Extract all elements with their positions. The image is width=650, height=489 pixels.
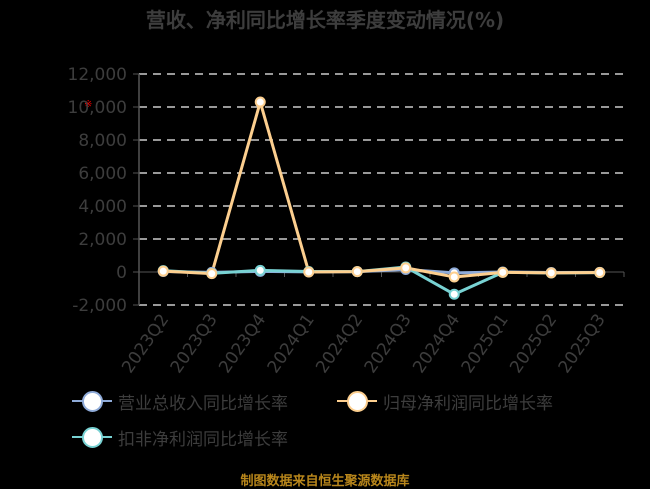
x-tick-label: 2024Q4 bbox=[409, 310, 464, 377]
data-point[interactable] bbox=[254, 264, 266, 276]
legend-circle-icon bbox=[347, 391, 368, 412]
legend-circle-icon bbox=[82, 391, 103, 412]
data-point[interactable] bbox=[303, 266, 315, 278]
y-tick-label: 2,000 bbox=[78, 230, 127, 250]
watermark-glyph: ※ bbox=[84, 99, 93, 110]
legend-marker-icon bbox=[337, 388, 377, 414]
x-tick-label: 2025Q2 bbox=[506, 310, 561, 377]
x-tick-label: 2025Q1 bbox=[458, 310, 513, 377]
data-point[interactable] bbox=[448, 288, 460, 300]
data-point[interactable] bbox=[351, 266, 363, 278]
legend-label: 营业总收入同比增长率 bbox=[118, 393, 288, 414]
x-tick-label: 2023Q4 bbox=[215, 310, 270, 377]
y-tick-label: 10,000 bbox=[68, 98, 127, 118]
x-tick-label: 2024Q2 bbox=[312, 310, 367, 377]
legend-marker-icon bbox=[72, 424, 112, 450]
legend-item-deducted-net-profit[interactable]: 扣非净利润同比增长率 bbox=[72, 424, 288, 450]
legend-item-net-profit[interactable]: 归母净利润同比增长率 bbox=[337, 388, 553, 414]
x-tick-label: 2025Q3 bbox=[555, 310, 610, 377]
series-line bbox=[163, 100, 600, 279]
legend-circle-icon bbox=[82, 427, 103, 448]
y-tick-label: 0 bbox=[116, 263, 127, 283]
y-tick-label: -2,000 bbox=[72, 296, 127, 316]
data-point[interactable] bbox=[254, 96, 266, 108]
data-point[interactable] bbox=[157, 265, 169, 277]
data-point[interactable] bbox=[594, 266, 606, 278]
data-point[interactable] bbox=[545, 267, 557, 279]
data-point[interactable] bbox=[400, 262, 412, 274]
legend-label: 归母净利润同比增长率 bbox=[383, 393, 553, 414]
legend-label: 扣非净利润同比增长率 bbox=[118, 429, 288, 450]
x-tick-label: 2023Q3 bbox=[167, 310, 222, 377]
x-tick-label: 2024Q3 bbox=[361, 310, 416, 377]
y-tick-label: 4,000 bbox=[78, 197, 127, 217]
line-chart: -2,000 0 2,000 4,000 6,000 8,000 10,000 12,000 2… bbox=[68, 65, 625, 377]
x-tick-label: 2023Q2 bbox=[118, 310, 173, 377]
y-tick-label: 12,000 bbox=[68, 65, 127, 85]
x-tick-label: 2024Q1 bbox=[264, 310, 319, 377]
data-point[interactable] bbox=[448, 271, 460, 283]
chart-title: 营收、净利同比增长率季度变动情况(%) bbox=[145, 8, 505, 32]
data-point[interactable] bbox=[206, 268, 218, 280]
y-tick-label: 6,000 bbox=[78, 164, 127, 184]
data-point[interactable] bbox=[497, 266, 509, 278]
data-source-note: 制图数据来自恒生聚源数据库 bbox=[240, 474, 410, 489]
y-tick-label: 8,000 bbox=[78, 131, 127, 151]
legend-marker-icon bbox=[72, 388, 112, 414]
legend-item-revenue[interactable]: 营业总收入同比增长率 bbox=[72, 388, 288, 414]
